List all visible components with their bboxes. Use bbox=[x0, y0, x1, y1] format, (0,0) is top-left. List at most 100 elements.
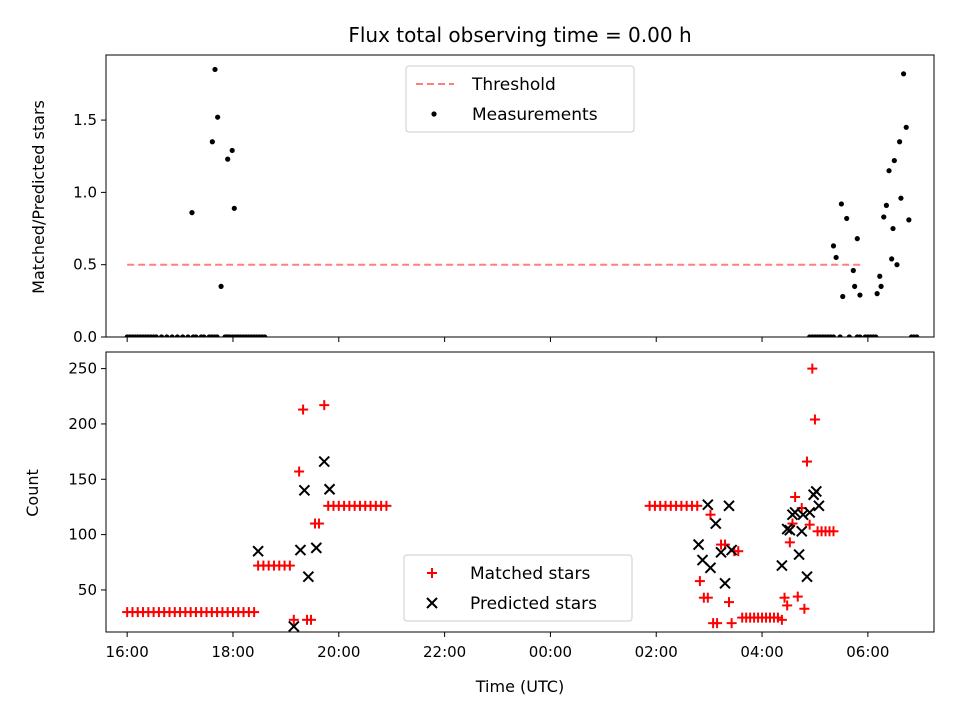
measurement-point bbox=[840, 293, 846, 300]
predicted-star-point bbox=[715, 546, 727, 559]
predicted-star-point bbox=[702, 499, 714, 511]
predicted-star-point bbox=[252, 545, 264, 557]
predicted-star-point bbox=[801, 570, 813, 583]
predicted-star-point bbox=[294, 544, 307, 556]
matched-star-point bbox=[294, 466, 305, 477]
predicted-star-point bbox=[710, 517, 722, 530]
y-tick-label: 1.5 bbox=[73, 111, 97, 129]
measurement-point bbox=[903, 124, 909, 130]
measurement-point bbox=[212, 66, 218, 73]
top-chart-title: Flux total observing time = 0.00 h bbox=[348, 23, 691, 47]
matched-star-point bbox=[723, 597, 734, 608]
matched-star-point bbox=[779, 592, 790, 603]
measurement-point bbox=[164, 334, 170, 337]
matched-star-point bbox=[776, 614, 787, 625]
measurement-point bbox=[215, 114, 221, 120]
measurement-point bbox=[218, 283, 224, 289]
x-tick-label: 18:00 bbox=[211, 643, 254, 661]
x-tick-label: 22:00 bbox=[423, 643, 466, 661]
measurement-point bbox=[857, 334, 863, 337]
x-tick-label: 04:00 bbox=[740, 643, 783, 661]
measurement-point bbox=[225, 156, 231, 162]
predicted-star-point bbox=[692, 538, 705, 551]
y-tick-label: 50 bbox=[78, 581, 97, 599]
measurement-point bbox=[857, 292, 863, 298]
legend-label: Predicted stars bbox=[470, 594, 597, 614]
legend-box bbox=[405, 65, 635, 133]
y-tick-label: 250 bbox=[68, 360, 97, 378]
measurement-point bbox=[153, 334, 159, 337]
legend-label: Matched stars bbox=[470, 564, 590, 584]
predicted-star-point bbox=[288, 620, 300, 632]
predicted-star-point bbox=[796, 525, 808, 537]
measurement-point bbox=[900, 71, 907, 77]
measurement-point bbox=[185, 334, 191, 337]
measurement-point bbox=[209, 139, 215, 145]
plot-area bbox=[122, 363, 839, 632]
predicted-star-point bbox=[298, 484, 311, 497]
matched-star-point bbox=[733, 546, 744, 557]
y-tick-label: 0.0 bbox=[73, 328, 97, 346]
x-tick-label: 16:00 bbox=[106, 643, 149, 661]
x-tick-label: 00:00 bbox=[529, 643, 572, 661]
matched-star-point bbox=[284, 560, 295, 571]
predicted-star-point bbox=[789, 506, 801, 519]
measurement-point bbox=[878, 283, 884, 289]
measurement-point bbox=[214, 334, 220, 337]
matched-star-point bbox=[726, 618, 737, 629]
matched-star-point bbox=[799, 603, 810, 614]
measurement-point bbox=[850, 267, 856, 274]
measurement-point bbox=[889, 256, 895, 262]
matched-star-point bbox=[306, 614, 317, 625]
matched-star-point bbox=[712, 618, 723, 629]
x-tick-label: 20:00 bbox=[317, 643, 360, 661]
predicted-star-point bbox=[704, 562, 717, 574]
measurement-point bbox=[881, 214, 887, 220]
predicted-star-point bbox=[310, 542, 323, 554]
predicted-star-point bbox=[318, 455, 330, 468]
matched-star-point bbox=[702, 592, 713, 603]
predicted-star-point bbox=[810, 485, 822, 498]
matched-star-point bbox=[804, 519, 815, 530]
measurement-point bbox=[898, 195, 904, 201]
legend-predicted-swatch bbox=[426, 597, 438, 609]
measurement-point bbox=[193, 334, 199, 337]
matched-star-point bbox=[313, 518, 324, 529]
measurement-point bbox=[844, 215, 850, 222]
matched-star-point bbox=[802, 456, 813, 467]
measurement-point bbox=[854, 236, 860, 242]
measurement-point bbox=[837, 334, 843, 337]
legend: Threshold Measurements bbox=[405, 65, 635, 133]
predicted-star-point bbox=[797, 508, 809, 521]
predicted-star-point bbox=[723, 500, 735, 512]
measurement-point bbox=[838, 201, 845, 207]
measurement-point bbox=[894, 262, 900, 268]
matched-star-point bbox=[694, 576, 705, 587]
bottom-y-axis-label: Count bbox=[23, 469, 42, 517]
top-y-axis-label: Matched/Predicted stars bbox=[29, 100, 48, 294]
measurement-point bbox=[906, 217, 912, 223]
predicted-star-point bbox=[302, 570, 315, 583]
x-tick-label: 06:00 bbox=[846, 643, 889, 661]
matched-star-point bbox=[249, 607, 260, 618]
measurement-point bbox=[189, 210, 195, 216]
predicted-star-point bbox=[793, 548, 805, 561]
matched-star-point bbox=[792, 591, 803, 602]
matched-star-point bbox=[692, 500, 703, 511]
legend-measurement-swatch bbox=[431, 111, 437, 117]
measurement-point bbox=[226, 334, 232, 337]
predicted-star-point bbox=[719, 577, 731, 590]
plot-frame bbox=[105, 351, 935, 633]
legend-label: Threshold bbox=[471, 75, 556, 95]
plot-area bbox=[124, 66, 920, 337]
measurement-point bbox=[231, 205, 237, 211]
matched-star-point bbox=[782, 600, 793, 611]
measurement-point bbox=[830, 334, 837, 337]
predicted-star-point bbox=[781, 523, 793, 535]
y-tick-label: 1.0 bbox=[73, 183, 97, 201]
measurement-point bbox=[180, 334, 186, 337]
predicted-star-point bbox=[323, 483, 336, 495]
matched-star-point bbox=[705, 509, 716, 520]
matched-star-point bbox=[790, 491, 801, 502]
x-tick-label: 02:00 bbox=[635, 643, 678, 661]
